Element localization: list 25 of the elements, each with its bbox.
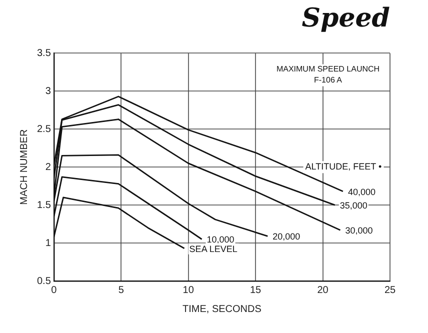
y-tick-label: 1: [45, 238, 52, 249]
x-tick-label: 0: [51, 284, 58, 296]
y-tick-label: 2: [45, 162, 52, 173]
x-tick-label: 25: [384, 284, 396, 296]
series-label: 10,000: [206, 234, 234, 245]
y-tick-label: 3.5: [36, 48, 52, 59]
chart-title: Speed: [302, 3, 390, 34]
legend-title: ALTITUDE, FEET •: [305, 162, 382, 172]
y-tick-label: 1.5: [36, 200, 52, 211]
series-label: 40,000: [348, 186, 376, 197]
y-axis-title: MACH NUMBER: [18, 129, 30, 205]
series-label: 35,000: [340, 200, 368, 211]
x-tick-label: 10: [182, 284, 194, 296]
y-tick-label: 0.5: [36, 276, 52, 287]
x-tick-label: 5: [118, 284, 124, 296]
annotation: MAXIMUM SPEED LAUNCH: [276, 64, 380, 74]
y-tick-label: 2.5: [36, 124, 52, 135]
x-tick-label: 20: [317, 284, 329, 296]
x-axis-title: TIME, SECONDS: [182, 304, 262, 315]
annotation: F-106 A: [314, 75, 343, 84]
series-label: SEA LEVEL: [189, 244, 238, 254]
y-tick-label: 3: [45, 86, 52, 97]
series-label: 30,000: [345, 226, 373, 236]
x-tick-label: 15: [250, 284, 262, 296]
series-label: 20,000: [272, 232, 300, 242]
